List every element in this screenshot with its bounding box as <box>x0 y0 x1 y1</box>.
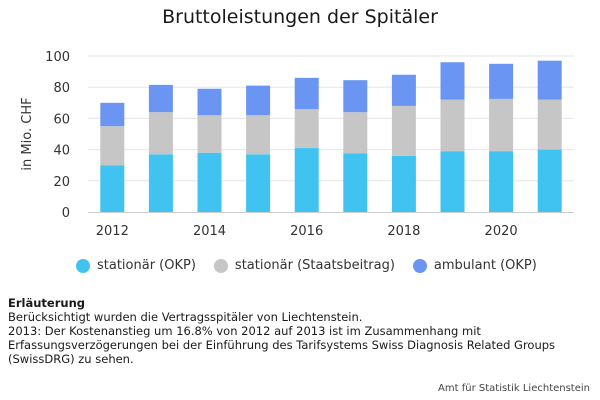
bar-segment <box>100 126 125 166</box>
legend-swatch <box>412 258 427 273</box>
bar-segment <box>489 63 514 99</box>
legend-label: stationär (OKP) <box>97 258 196 273</box>
bar-segment <box>100 102 125 127</box>
note-line: (SwissDRG) zu sehen. <box>8 352 134 366</box>
legend-label: ambulant (OKP) <box>433 258 537 273</box>
bar-segment <box>148 84 173 113</box>
x-tick-label: 2012 <box>96 224 129 239</box>
legend-swatch <box>213 258 228 273</box>
x-tick-label: 2016 <box>290 224 323 239</box>
bar-segment <box>246 115 271 155</box>
bar-segment <box>391 155 416 212</box>
chart-legend: stationär (OKP) stationär (Staatsbeitrag)… <box>76 258 537 273</box>
bar-segment <box>246 85 271 116</box>
bar-segment <box>489 151 514 212</box>
legend-item[interactable]: stationär (OKP) <box>76 258 196 273</box>
y-tick-label: 80 <box>53 81 70 96</box>
y-axis-title: in Mio. CHF <box>20 97 35 170</box>
bar-segment <box>489 98 514 152</box>
y-tick-label: 60 <box>53 112 70 127</box>
bar-segment <box>197 88 222 116</box>
legend-item[interactable]: stationär (Staatsbeitrag) <box>213 258 395 273</box>
y-tick-label: 20 <box>53 175 70 190</box>
bar-segment <box>440 151 465 212</box>
bar-segment <box>537 149 562 212</box>
bar-segment <box>100 165 125 212</box>
bar-segment <box>246 154 271 212</box>
bar-segment <box>294 109 319 149</box>
bar-segment <box>440 99 465 152</box>
bar-segment <box>343 153 368 212</box>
legend-label: stationär (Staatsbeitrag) <box>234 258 395 273</box>
bar-segment <box>440 62 465 100</box>
x-tick-label: 2018 <box>387 224 420 239</box>
bar-segment <box>294 77 319 110</box>
note-line: 2013: Der Kostenanstieg um 16.8% von 201… <box>8 324 481 338</box>
bar-segment <box>148 112 173 155</box>
explanation-note: Erläuterung Berücksichtigt wurden die Ve… <box>8 296 593 366</box>
bar-segment <box>343 112 368 154</box>
y-tick-label: 40 <box>53 144 70 159</box>
source-credit: Amt für Statistik Liechtenstein <box>438 383 590 394</box>
bar-segment <box>343 80 368 113</box>
note-line: Berücksichtigt wurden die Vertragsspitäl… <box>8 310 363 324</box>
stacked-bar-chart: 0 20 40 60 80 100 in Mio. CHF 2012 2014 2016 2018 2… <box>20 50 574 239</box>
x-tick-label: 2014 <box>193 224 226 239</box>
x-tick-label: 2020 <box>485 224 518 239</box>
bar-segment <box>148 154 173 212</box>
bar-segment <box>197 115 222 153</box>
bar-segment <box>391 74 416 106</box>
bar-segment <box>537 99 562 150</box>
legend-item[interactable]: ambulant (OKP) <box>412 258 537 273</box>
y-tick-label: 0 <box>62 206 70 221</box>
bar-segment <box>391 105 416 156</box>
note-line: Erfassungsverzögerungen bei der Einführu… <box>8 338 556 352</box>
note-heading: Erläuterung <box>8 296 85 310</box>
bar-segment <box>537 60 562 100</box>
bar-segment <box>294 148 319 212</box>
legend-swatch <box>76 258 90 273</box>
bar-segment <box>197 152 222 212</box>
chart-title: Bruttoleistungen der Spitäler <box>162 6 438 28</box>
y-tick-label: 100 <box>45 50 70 65</box>
